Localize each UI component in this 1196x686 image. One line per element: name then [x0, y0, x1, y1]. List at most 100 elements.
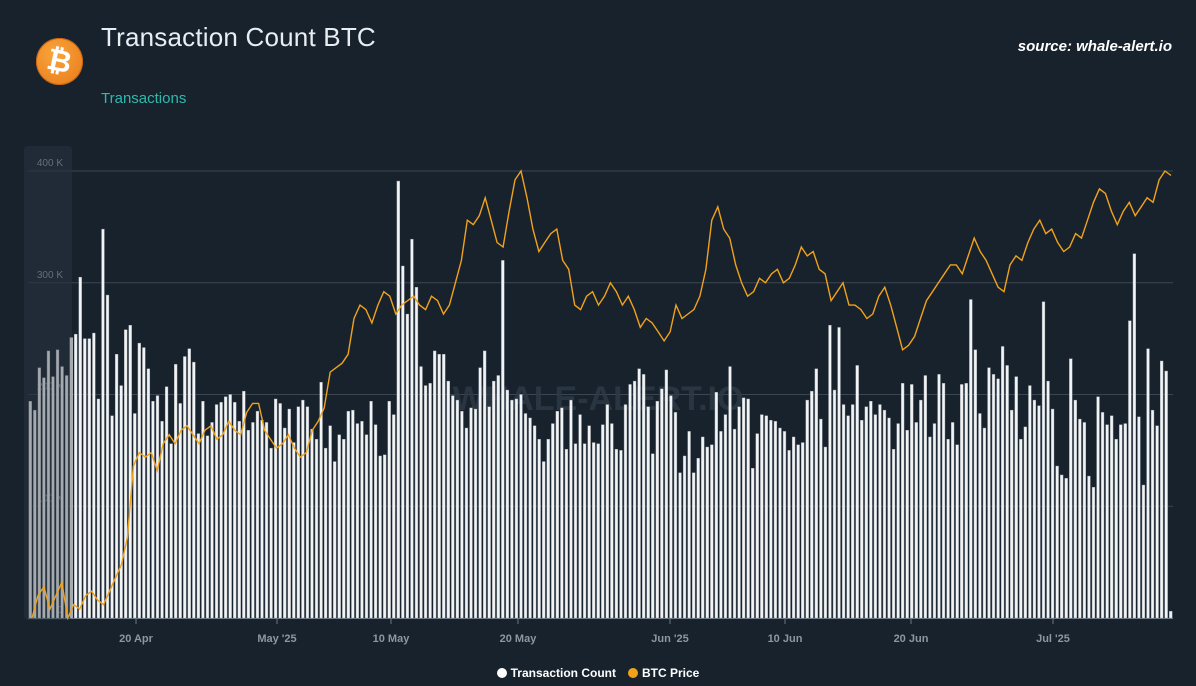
- bar: [670, 396, 673, 618]
- legend-label: BTC Price: [642, 666, 699, 680]
- bar: [506, 390, 509, 618]
- bar: [647, 407, 650, 618]
- bar: [651, 454, 654, 618]
- bar: [860, 420, 863, 618]
- bar: [560, 408, 563, 618]
- bar: [374, 425, 377, 618]
- bar: [279, 403, 282, 618]
- bar: [547, 439, 550, 618]
- bar: [756, 434, 759, 618]
- bar: [333, 462, 336, 618]
- bar: [497, 376, 500, 619]
- bar: [1060, 475, 1063, 618]
- legend-item-transaction-count[interactable]: Transaction Count: [497, 666, 616, 680]
- bar: [442, 354, 445, 618]
- bar: [533, 426, 536, 618]
- bar: [956, 445, 959, 618]
- bar: [274, 399, 277, 618]
- bar: [642, 374, 645, 618]
- bar: [788, 450, 791, 618]
- bar: [1156, 426, 1159, 618]
- bar: [960, 384, 963, 618]
- bar: [574, 444, 577, 618]
- bar: [451, 396, 454, 618]
- bar: [1042, 302, 1045, 618]
- bar: [211, 422, 214, 618]
- bar: [715, 392, 718, 618]
- bar: [865, 407, 868, 618]
- bar: [783, 431, 786, 618]
- bar: [324, 448, 327, 618]
- bar: [919, 400, 922, 618]
- bar: [174, 364, 177, 618]
- bar: [252, 422, 255, 618]
- bar: [124, 330, 127, 618]
- bar: [1115, 439, 1118, 618]
- x-tick-label: 10 May: [373, 633, 411, 645]
- bar: [733, 429, 736, 618]
- bar: [1069, 359, 1072, 618]
- bar: [292, 443, 295, 618]
- bar: [592, 443, 595, 618]
- bar: [965, 383, 968, 618]
- bar: [470, 408, 473, 618]
- bar: [102, 229, 105, 618]
- bar: [683, 456, 686, 618]
- transaction-chart: 0100 K200 K300 K400 KWHALE-ALERT.IO20 Ap…: [0, 0, 1196, 660]
- bar: [656, 401, 659, 618]
- bar: [406, 314, 409, 618]
- bar: [901, 383, 904, 618]
- bar: [379, 456, 382, 618]
- bar: [1088, 476, 1091, 618]
- bar: [974, 350, 977, 618]
- bar: [638, 369, 641, 618]
- legend-item-btc-price[interactable]: BTC Price: [628, 666, 699, 680]
- bar: [520, 395, 523, 619]
- bar: [579, 415, 582, 618]
- bar: [879, 405, 882, 618]
- bar: [1097, 397, 1100, 618]
- bar: [851, 405, 854, 618]
- bar: [588, 426, 591, 618]
- bar: [856, 365, 859, 618]
- bar: [233, 402, 236, 618]
- bar: [679, 473, 682, 618]
- bar: [1015, 377, 1018, 618]
- bar: [1019, 439, 1022, 618]
- bar: [83, 339, 86, 618]
- bar: [1001, 346, 1004, 618]
- bar: [688, 431, 691, 618]
- bar: [1065, 478, 1068, 618]
- bar: [565, 449, 568, 618]
- bar: [810, 391, 813, 618]
- bar: [1092, 487, 1095, 618]
- bar: [447, 381, 450, 618]
- bar: [351, 410, 354, 618]
- bar: [152, 401, 155, 618]
- bar: [997, 379, 1000, 618]
- bar: [120, 386, 123, 618]
- bar: [479, 368, 482, 618]
- bar: [188, 349, 191, 618]
- bar: [988, 368, 991, 618]
- bar: [501, 260, 504, 618]
- bar: [138, 343, 141, 618]
- bar: [265, 422, 268, 618]
- bar: [610, 424, 613, 618]
- bar: [792, 437, 795, 618]
- legend-label: Transaction Count: [511, 666, 616, 680]
- bar: [383, 455, 386, 618]
- bar: [674, 412, 677, 618]
- bar: [397, 181, 400, 618]
- bar: [869, 401, 872, 618]
- bar: [1165, 371, 1168, 618]
- bar: [606, 405, 609, 618]
- bar: [924, 376, 927, 619]
- bar: [106, 295, 109, 618]
- bar: [483, 351, 486, 618]
- bar: [951, 422, 954, 618]
- bar: [620, 450, 623, 618]
- bar: [456, 400, 459, 618]
- bar: [624, 405, 627, 618]
- bar: [347, 411, 350, 618]
